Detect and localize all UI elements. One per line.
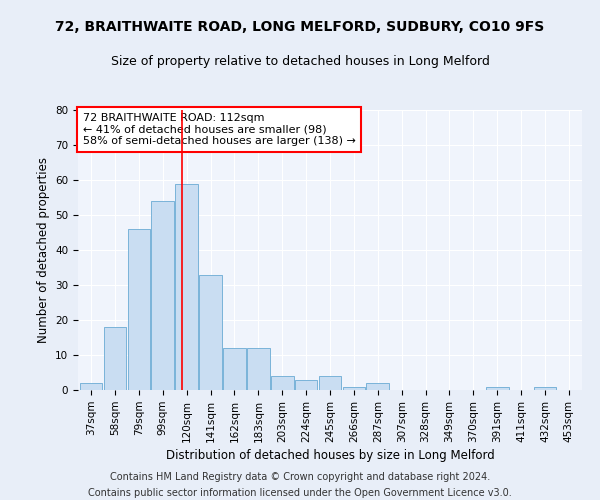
Bar xyxy=(223,348,246,390)
Text: Contains HM Land Registry data © Crown copyright and database right 2024.: Contains HM Land Registry data © Crown c… xyxy=(110,472,490,482)
Text: 72, BRAITHWAITE ROAD, LONG MELFORD, SUDBURY, CO10 9FS: 72, BRAITHWAITE ROAD, LONG MELFORD, SUDB… xyxy=(55,20,545,34)
Text: Size of property relative to detached houses in Long Melford: Size of property relative to detached ho… xyxy=(110,55,490,68)
Bar xyxy=(367,383,389,390)
Bar xyxy=(175,184,198,390)
Bar xyxy=(151,201,174,390)
X-axis label: Distribution of detached houses by size in Long Melford: Distribution of detached houses by size … xyxy=(166,449,494,462)
Bar xyxy=(295,380,317,390)
Bar xyxy=(319,376,341,390)
Bar xyxy=(80,383,103,390)
Y-axis label: Number of detached properties: Number of detached properties xyxy=(37,157,50,343)
Bar xyxy=(199,274,222,390)
Bar xyxy=(128,229,150,390)
Text: Contains public sector information licensed under the Open Government Licence v3: Contains public sector information licen… xyxy=(88,488,512,498)
Bar xyxy=(486,386,509,390)
Text: 72 BRAITHWAITE ROAD: 112sqm
← 41% of detached houses are smaller (98)
58% of sem: 72 BRAITHWAITE ROAD: 112sqm ← 41% of det… xyxy=(83,113,356,146)
Bar xyxy=(104,327,127,390)
Bar xyxy=(533,386,556,390)
Bar xyxy=(271,376,293,390)
Bar xyxy=(247,348,269,390)
Bar xyxy=(343,386,365,390)
